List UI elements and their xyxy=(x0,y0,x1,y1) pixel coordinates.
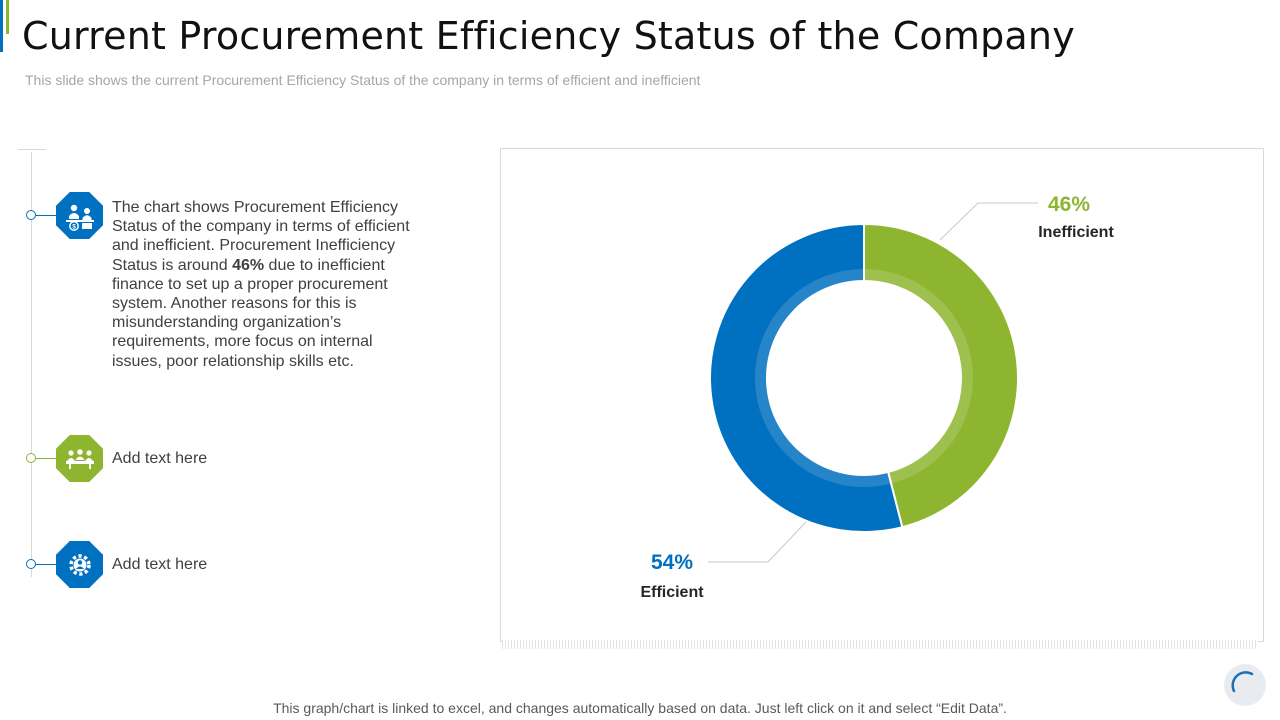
timeline-node-2 xyxy=(26,453,36,463)
page-subtitle: This slide shows the current Procurement… xyxy=(25,72,701,88)
leader-line-inefficient xyxy=(939,202,1038,241)
category-label-efficient: Efficient xyxy=(640,584,704,601)
data-label-inefficient: 46% xyxy=(1048,193,1090,216)
donut-slice-efficient[interactable] xyxy=(709,222,904,533)
title-accent-bar xyxy=(0,0,3,52)
timeline-cap xyxy=(18,149,46,150)
footer-note: This graph/chart is linked to excel, and… xyxy=(273,700,1007,716)
loading-spinner xyxy=(1224,664,1266,706)
finance-team-icon: $ xyxy=(56,192,103,239)
item-text-1: The chart shows Procurement Efficiency S… xyxy=(112,198,417,371)
gear-person-icon xyxy=(56,541,103,588)
timeline-node-3 xyxy=(26,559,36,569)
timeline-connector-1 xyxy=(36,215,56,216)
chart-frame-shadow xyxy=(502,640,1258,649)
donut-slice-inefficient[interactable] xyxy=(863,222,1019,529)
timeline-connector-2 xyxy=(36,458,56,459)
item-text-3: Add text here xyxy=(112,556,208,573)
title-accent-bar-green xyxy=(6,0,9,34)
item-text-1-after: due to inefficient finance to set up a p… xyxy=(112,256,388,370)
donut-inner-ring xyxy=(755,269,973,487)
timeline-node-1 xyxy=(26,210,36,220)
leader-line-efficient xyxy=(708,521,807,563)
timeline-line xyxy=(31,152,32,577)
meeting-icon xyxy=(56,435,103,482)
page-title: Current Procurement Efficiency Status of… xyxy=(22,14,1075,58)
svg-text:$: $ xyxy=(72,223,76,230)
item-text-1-highlight: 46% xyxy=(232,256,265,274)
timeline-connector-3 xyxy=(36,564,56,565)
category-label-inefficient: Inefficient xyxy=(1038,224,1114,241)
item-text-1-before: The chart shows Procurement Efficiency S… xyxy=(112,199,410,274)
item-text-2: Add text here xyxy=(112,450,208,467)
data-label-efficient: 54% xyxy=(651,551,693,574)
